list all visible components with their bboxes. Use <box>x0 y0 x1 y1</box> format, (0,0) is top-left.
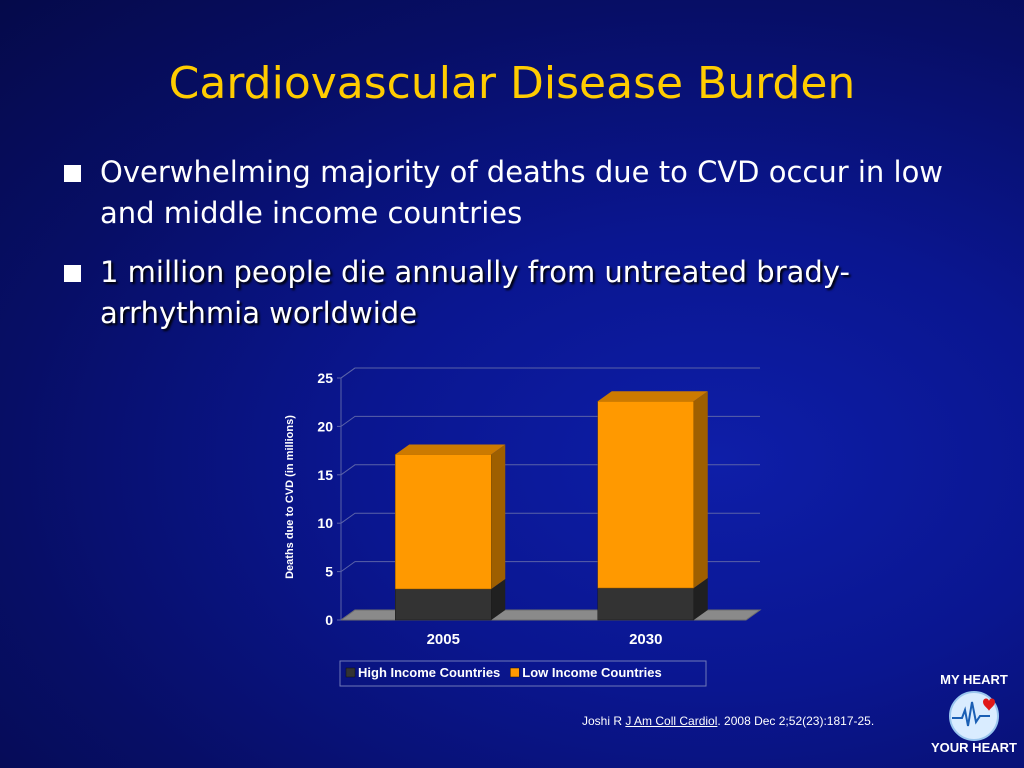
y-tick-label: 5 <box>325 564 333 580</box>
bar-segment-low-income-countries <box>395 444 506 590</box>
chart-bars <box>395 391 708 621</box>
citation-prefix: Joshi R <box>582 714 626 728</box>
bar-side-face <box>693 391 708 589</box>
my-heart-your-heart-logo: MY HEART YOUR HEART <box>930 672 1018 760</box>
bullet-item: 1 million people die annually from untre… <box>62 252 962 334</box>
y-tick-label: 20 <box>317 418 333 434</box>
chart-legend: High Income Countries Low Income Countrie… <box>339 660 707 687</box>
bullet-text: Overwhelming majority of deaths due to C… <box>100 155 944 230</box>
bar-segment-high-income-countries <box>597 578 708 621</box>
slide-title: Cardiovascular Disease Burden <box>168 58 856 109</box>
y-tick-label: 10 <box>317 515 333 531</box>
citation-journal-link[interactable]: J Am Coll Cardiol <box>625 714 718 728</box>
bullet-list: Overwhelming majority of deaths due to C… <box>62 152 962 352</box>
logo-top-text: MY HEART <box>940 672 1008 687</box>
y-tick-label: 0 <box>325 612 333 628</box>
bar-front-face <box>597 587 694 621</box>
legend-label: High Income Countries <box>358 665 500 680</box>
x-axis-ticks: 2005 2030 <box>427 631 663 648</box>
legend-swatch <box>510 667 520 678</box>
square-bullet-icon <box>64 265 81 282</box>
y-axis-label: Deaths due to CVD (in millions) <box>284 415 296 579</box>
gridline <box>340 367 760 379</box>
y-tick-label: 15 <box>317 467 333 483</box>
legend-swatch <box>345 667 356 678</box>
bullet-item: Overwhelming majority of deaths due to C… <box>62 152 962 234</box>
square-bullet-icon <box>64 165 81 182</box>
bar-side-face <box>491 579 506 620</box>
bar-top-face <box>597 391 708 402</box>
bar-side-face <box>491 444 506 590</box>
citation: Joshi R J Am Coll Cardiol. 2008 Dec 2;52… <box>582 714 874 728</box>
legend-label: Low Income Countries <box>522 665 661 680</box>
bar-front-face <box>395 454 492 590</box>
bar-segment-low-income-countries <box>597 391 708 589</box>
legend-frame <box>339 660 707 687</box>
y-tick-label: 25 <box>317 370 333 386</box>
bar-front-face <box>597 400 694 589</box>
x-tick-label: 2030 <box>629 631 662 648</box>
chart-side-wall <box>340 367 356 620</box>
x-tick-label: 2005 <box>427 631 460 648</box>
bar-side-face <box>693 578 708 620</box>
citation-suffix: . 2008 Dec 2;52(23):1817-25. <box>717 714 875 728</box>
logo-bottom-text: YOUR HEART <box>931 740 1017 755</box>
heart-ecg-icon <box>949 691 999 741</box>
y-axis-ticks: 0 5 10 15 20 25 <box>317 370 341 628</box>
bullet-text: 1 million people die annually from untre… <box>100 255 850 330</box>
bar-segment-high-income-countries <box>395 579 506 621</box>
bar-top-face <box>395 444 506 455</box>
bar-front-face <box>395 588 492 621</box>
